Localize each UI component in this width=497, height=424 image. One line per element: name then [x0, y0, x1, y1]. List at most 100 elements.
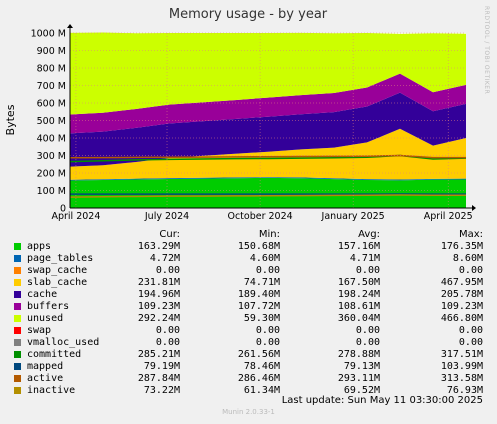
legend-header-avg: Avg: [358, 229, 380, 240]
legend-header-min: Min: [258, 229, 280, 240]
legend-min-active: 286.46M [237, 373, 280, 384]
legend-cur-slab_cache: 231.81M [137, 277, 180, 288]
legend-max-swap: 0.00 [458, 325, 483, 336]
x-axis-arrow [472, 205, 476, 211]
legend-swatch-page_tables [14, 255, 21, 262]
legend-max-vmalloc_used: 0.00 [458, 337, 483, 348]
legend-avg-buffers: 108.61M [337, 301, 380, 312]
legend-max-apps: 176.35M [440, 241, 483, 252]
legend-min-unused: 59.30M [243, 313, 280, 324]
legend-cur-unused: 292.24M [137, 313, 180, 324]
legend-max-inactive: 76.93M [446, 385, 483, 396]
legend-avg-active: 293.11M [337, 373, 380, 384]
legend-label-unused: unused [27, 313, 64, 324]
memory-area-chart: 0 100 M 200 M 300 M 400 M 500 M 600 M 700 M 800 … [4, 7, 476, 222]
legend-label-swap: swap [27, 325, 52, 336]
legend-cur-active: 287.84M [137, 373, 180, 384]
legend-avg-apps: 157.16M [337, 241, 380, 252]
legend-avg-committed: 278.88M [337, 349, 380, 360]
legend-avg-swap_cache: 0.00 [355, 265, 380, 276]
legend-cur-page_tables: 4.72M [149, 253, 180, 264]
legend-label-inactive: inactive [27, 385, 76, 396]
legend-cur-inactive: 73.22M [143, 385, 180, 396]
legend-min-page_tables: 4.60M [249, 253, 280, 264]
legend-max-buffers: 109.23M [440, 301, 483, 312]
y-tick-3: 300 M [37, 151, 66, 162]
y-tick-4: 400 M [37, 134, 66, 145]
y-tick-10: 1000 M [31, 29, 66, 40]
legend-cur-buffers: 109.23M [137, 301, 180, 312]
legend-avg-vmalloc_used: 0.00 [355, 337, 380, 348]
legend-cur-swap_cache: 0.00 [155, 265, 180, 276]
legend-min-swap: 0.00 [255, 325, 280, 336]
legend-label-active: active [27, 373, 64, 384]
legend-label-swap_cache: swap_cache [27, 265, 88, 276]
legend-avg-mapped: 79.13M [343, 361, 380, 372]
legend-header-cur: Cur: [159, 229, 180, 240]
legend-avg-slab_cache: 167.50M [337, 277, 380, 288]
legend-swatch-inactive [14, 387, 21, 394]
legend-cur-cache: 194.96M [137, 289, 180, 300]
legend-min-mapped: 78.46M [243, 361, 280, 372]
x-tick-1: July 2024 [144, 211, 189, 222]
legend-max-mapped: 103.99M [440, 361, 483, 372]
legend-max-page_tables: 8.60M [452, 253, 483, 264]
version-label: Munin 2.0.33-1 [222, 408, 275, 416]
area-slab_cache [70, 128, 466, 180]
legend-max-cache: 205.78M [440, 289, 483, 300]
legend-avg-swap: 0.00 [355, 325, 380, 336]
legend-swatch-swap [14, 327, 21, 334]
chart-title: Memory usage - by year [169, 7, 328, 22]
y-tick-9: 900 M [37, 46, 66, 57]
legend-swatch-mapped [14, 363, 21, 370]
y-tick-1: 100 M [37, 186, 66, 197]
legend-cur-vmalloc_used: 0.00 [155, 337, 180, 348]
last-update: Last update: Sun May 11 03:30:00 2025 [281, 395, 483, 406]
y-axis-arrow [67, 24, 73, 28]
legend-min-committed: 261.56M [237, 349, 280, 360]
legend-label-buffers: buffers [27, 301, 70, 312]
legend-swatch-buffers [14, 303, 21, 310]
legend-min-vmalloc_used: 0.00 [255, 337, 280, 348]
legend-label-apps: apps [27, 241, 52, 252]
legend-min-cache: 189.40M [237, 289, 280, 300]
legend-avg-cache: 198.24M [337, 289, 380, 300]
legend-cur-swap: 0.00 [155, 325, 180, 336]
legend-label-page_tables: page_tables [27, 253, 94, 264]
area-unused [70, 32, 466, 115]
y-tick-8: 800 M [37, 64, 66, 75]
legend-swatch-swap_cache [14, 267, 21, 274]
legend-max-unused: 466.80M [440, 313, 483, 324]
legend-header-max: Max: [458, 229, 483, 240]
y-axis-label: Bytes [4, 104, 17, 135]
legend-label-vmalloc_used: vmalloc_used [27, 337, 100, 348]
legend-avg-inactive: 69.52M [343, 385, 380, 396]
legend-min-slab_cache: 74.71M [243, 277, 280, 288]
legend-swatch-committed [14, 351, 21, 358]
legend-max-active: 313.58M [440, 373, 483, 384]
y-tick-5: 500 M [37, 116, 66, 127]
y-tick-2: 200 M [37, 169, 66, 180]
area-cache [70, 92, 466, 167]
legend-swatch-active [14, 375, 21, 382]
legend-cur-mapped: 79.19M [143, 361, 180, 372]
y-tick-7: 700 M [37, 81, 66, 92]
legend-max-slab_cache: 467.95M [440, 277, 483, 288]
legend-label-committed: committed [27, 349, 82, 360]
x-tick-0: April 2024 [51, 211, 100, 222]
x-tick-2: October 2024 [227, 211, 292, 222]
legend-swatch-apps [14, 243, 21, 250]
legend-max-swap_cache: 0.00 [458, 265, 483, 276]
legend-label-cache: cache [27, 289, 58, 300]
x-tick-3: January 2025 [321, 211, 385, 222]
y-tick-0: 0 [60, 204, 66, 215]
legend-min-inactive: 61.34M [243, 385, 280, 396]
legend-avg-page_tables: 4.71M [349, 253, 380, 264]
line-inactive [69, 194, 466, 198]
legend-avg-unused: 360.04M [337, 313, 380, 324]
legend-cur-apps: 163.29M [137, 241, 180, 252]
legend-min-buffers: 107.72M [237, 301, 280, 312]
y-tick-6: 600 M [37, 99, 66, 110]
area-buffers [70, 73, 466, 134]
